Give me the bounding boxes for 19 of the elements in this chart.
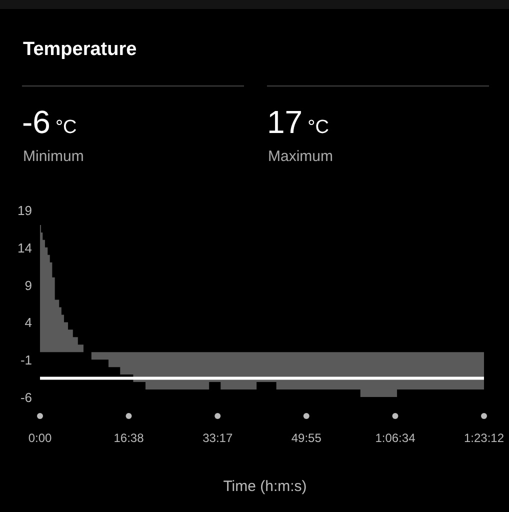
text: Maximum: [268, 148, 334, 165]
x-tick-label: 1:06:34: [375, 431, 416, 445]
x-axis-title: Time (h:m:s): [223, 478, 307, 495]
text: °C: [308, 117, 329, 138]
text: °C: [55, 117, 77, 138]
y-tick-label: 9: [24, 278, 32, 293]
text: 17: [267, 104, 303, 140]
x-tick-label: 0:00: [28, 431, 52, 445]
x-tick-label: 1:23:12: [464, 431, 504, 445]
x-tick-label: 33:17: [202, 431, 233, 445]
y-tick-label: -6: [20, 390, 32, 405]
y-tick-label: -1: [20, 352, 32, 368]
y-tick-label: 4: [24, 315, 32, 330]
x-tick-label: 16:38: [114, 431, 144, 445]
chart-title: Temperature: [23, 39, 137, 60]
x-tick-label: 49:55: [291, 431, 322, 445]
text: Minimum: [23, 148, 84, 165]
y-tick-label: 19: [18, 203, 32, 218]
y-tick-label: 14: [18, 240, 32, 256]
